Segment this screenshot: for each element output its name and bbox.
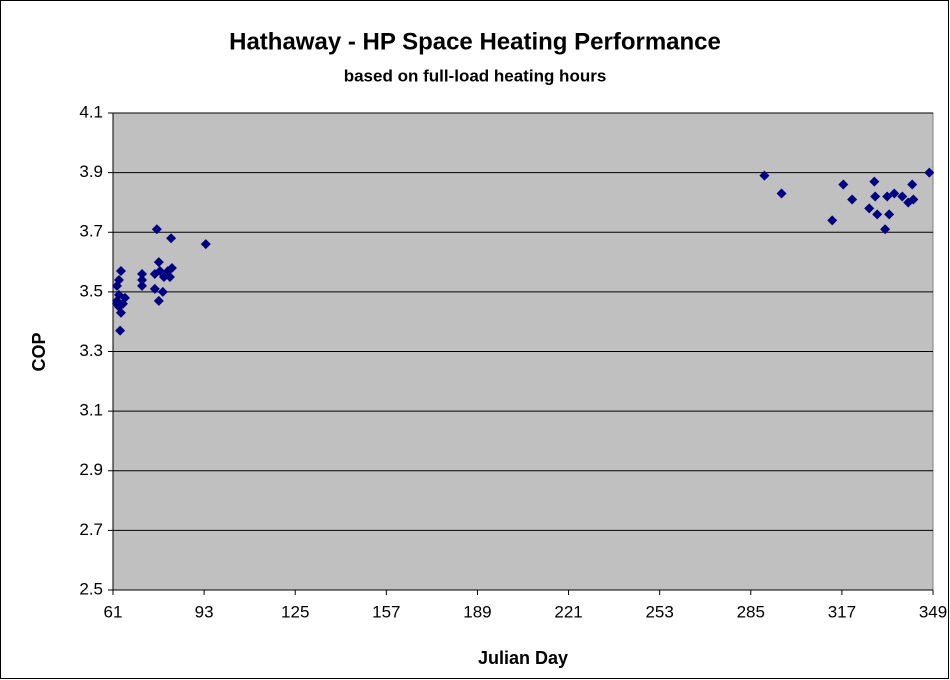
data-point	[166, 233, 177, 244]
data-point	[137, 268, 148, 279]
data-point	[115, 325, 126, 336]
x-tick-label: 61	[104, 602, 123, 621]
y-tick-label: 3.5	[79, 281, 103, 300]
x-tick-label: 189	[463, 602, 491, 621]
data-point	[838, 179, 849, 190]
y-tick-label: 2.9	[79, 460, 103, 479]
data-point	[137, 280, 148, 291]
data-point	[882, 191, 893, 202]
y-tick-label: 3.3	[79, 341, 103, 360]
y-axis-label: COP	[29, 332, 49, 371]
data-point	[869, 176, 880, 187]
data-point	[153, 295, 164, 306]
y-tick-label: 4.1	[79, 102, 103, 121]
data-point	[164, 271, 175, 282]
data-point	[924, 167, 935, 178]
data-point	[864, 203, 875, 214]
data-point	[884, 209, 895, 220]
data-point	[115, 266, 126, 277]
chart-subtitle: based on full-load heating hours	[344, 66, 607, 85]
data-point	[759, 170, 770, 181]
data-point	[115, 307, 126, 318]
x-tick-label: 253	[645, 602, 673, 621]
x-tick-label: 157	[372, 602, 400, 621]
data-point	[889, 188, 900, 199]
data-point	[151, 224, 162, 235]
x-tick-label: 125	[281, 602, 309, 621]
data-point	[113, 274, 124, 285]
data-point	[153, 257, 164, 268]
x-axis-label: Julian Day	[478, 648, 568, 668]
data-point	[907, 179, 918, 190]
data-point	[166, 263, 177, 274]
data-point	[200, 239, 211, 250]
x-tick-label: 285	[737, 602, 765, 621]
data-point	[149, 268, 160, 279]
x-tick-label: 93	[195, 602, 214, 621]
y-tick-label: 3.9	[79, 162, 103, 181]
y-tick-label: 2.5	[79, 579, 103, 598]
data-point	[908, 194, 919, 205]
data-point	[897, 191, 908, 202]
data-point	[880, 224, 891, 235]
x-tick-label: 221	[554, 602, 582, 621]
y-tick-label: 2.7	[79, 520, 103, 539]
data-point	[137, 274, 148, 285]
data-point	[827, 215, 838, 226]
data-point	[113, 289, 124, 300]
y-tick-label: 3.1	[79, 401, 103, 420]
x-tick-label: 349	[919, 602, 947, 621]
data-point	[776, 188, 787, 199]
data-point	[847, 194, 858, 205]
data-point	[157, 286, 168, 297]
x-tick-label: 317	[828, 602, 856, 621]
data-point	[149, 283, 160, 294]
data-point	[870, 191, 881, 202]
data-point	[872, 209, 883, 220]
y-tick-label: 3.7	[79, 222, 103, 241]
chart-title: Hathaway - HP Space Heating Performance	[229, 28, 721, 55]
